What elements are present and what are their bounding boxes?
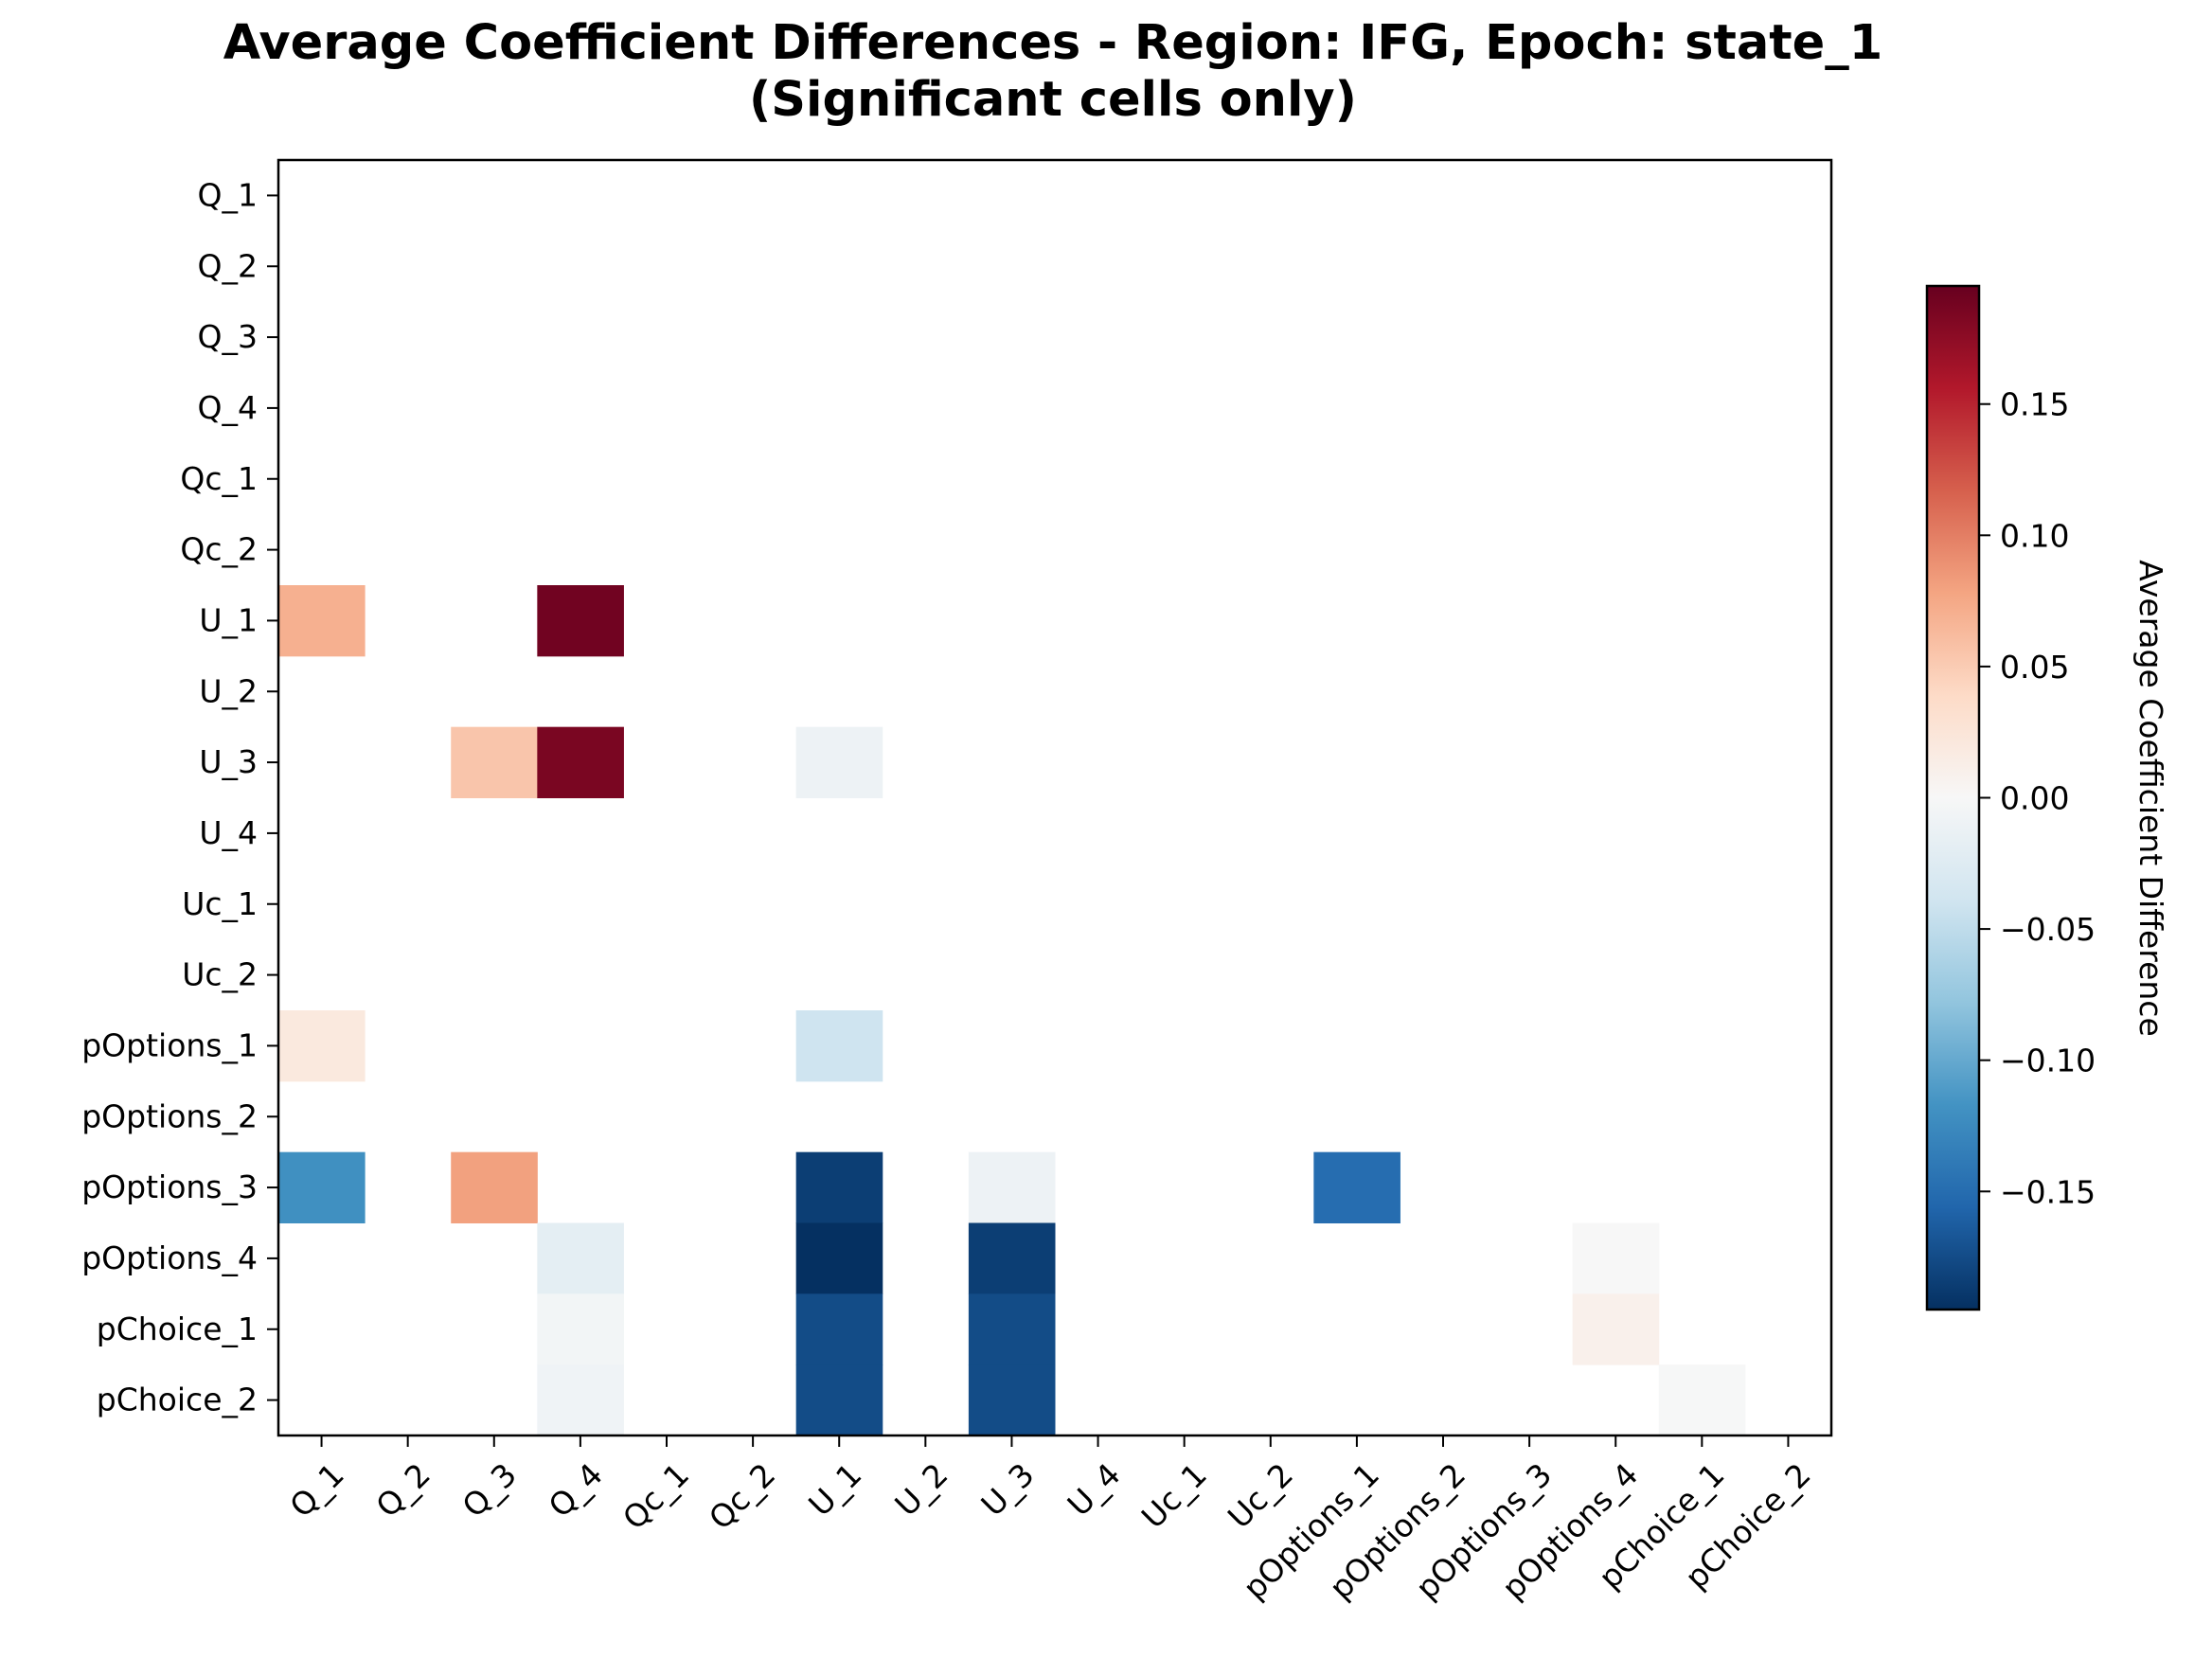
y-tick-label: pChoice_2	[97, 1382, 258, 1418]
plot-frame	[276, 158, 1833, 1437]
y-tick-label: U_2	[199, 672, 258, 709]
y-tick-label: Q_3	[198, 318, 258, 355]
x-tick-label: Qc_1	[615, 1456, 696, 1537]
colorbar-ticks: 0.15 0.10 0.05 0.00 −0.05 −0.10 −0.15	[1979, 386, 2096, 1210]
x-tick-label: Q_1	[282, 1456, 350, 1524]
heatmap-cell-U_3-Q_3	[451, 726, 538, 798]
colorbar-tick-label: 0.00	[2000, 780, 2069, 817]
y-tick-label: pOptions_2	[81, 1097, 258, 1134]
y-axis-ticks: Q_1 Q_2 Q_3 Q_4 Qc_1 Qc_2 U_1 U_2 U_3 U_4 Uc_1 Uc_2…	[81, 176, 278, 1418]
x-tick-label: U_4	[1061, 1456, 1128, 1524]
colorbar-tick-label: 0.15	[2000, 386, 2069, 423]
heatmap-cell-U_3-Q_4	[537, 726, 624, 798]
heatmap-cell-pChoice_2-Q_4	[537, 1364, 624, 1436]
x-axis-ticks: Q_1 Q_2 Q_3 Q_4 Qc_1 Qc_2 U_1 U_2 U_3 U_4 Uc_1 Uc_2…	[282, 1435, 1818, 1607]
x-tick-label: Q_4	[542, 1456, 610, 1524]
heatmap-cell-pOptions_3-Q_3	[451, 1151, 538, 1223]
heatmap-cell-pChoice_2-U_3	[968, 1364, 1056, 1436]
x-tick-label: U_3	[973, 1456, 1041, 1524]
heatmap-cell-pChoice_1-U_1	[795, 1293, 883, 1365]
y-tick-label: Q_2	[198, 247, 258, 284]
chart-title: Average Coefficient Differences - Region…	[223, 15, 1883, 71]
y-tick-label: pChoice_1	[97, 1310, 258, 1347]
colorbar-tick-label: 0.05	[2000, 649, 2069, 686]
y-tick-label: Qc_1	[180, 460, 258, 497]
colorbar	[1925, 284, 1981, 1311]
x-tick-label: U_1	[801, 1456, 868, 1524]
colorbar-tick-label: −0.15	[2000, 1173, 2096, 1210]
heatmap-cell-pOptions_4-U_3	[968, 1222, 1056, 1294]
x-tick-label: Qc_2	[702, 1456, 782, 1537]
y-tick-label: Qc_2	[180, 531, 258, 568]
heatmap-cell-pOptions_3-Q_1	[278, 1151, 366, 1223]
heatmap-cell-pOptions_4-Q_4	[537, 1222, 624, 1294]
y-tick-label: pOptions_1	[81, 1026, 258, 1063]
heatmap-cell-pChoice_1-Q_4	[537, 1293, 624, 1365]
x-tick-label: Uc_2	[1221, 1456, 1300, 1536]
y-tick-label: pOptions_3	[81, 1168, 258, 1205]
heatmap-cells	[278, 585, 1746, 1436]
colorbar-tick-label: −0.10	[2000, 1043, 2096, 1079]
heatmap-cell-pOptions_3-U_1	[795, 1151, 883, 1223]
heatmap-cell-U_3-U_1	[795, 726, 883, 798]
heatmap-cell-pOptions_4-U_1	[795, 1222, 883, 1294]
y-tick-label: U_3	[199, 743, 258, 780]
y-tick-label: U_1	[199, 601, 258, 638]
heatmap-cell-U_1-Q_1	[278, 585, 366, 657]
chart-subtitle: (Significant cells only)	[749, 72, 1357, 128]
heatmap-cell-pChoice_1-U_3	[968, 1293, 1056, 1365]
y-tick-label: Q_4	[198, 389, 258, 426]
heatmap-cell-pChoice_2-pChoice_1	[1658, 1364, 1746, 1436]
heatmap-cell-pOptions_3-U_3	[968, 1151, 1056, 1223]
y-tick-label: Uc_1	[182, 885, 258, 922]
y-tick-label: U_4	[199, 814, 258, 851]
y-tick-label: Q_1	[198, 176, 258, 213]
x-tick-label: U_2	[887, 1456, 954, 1524]
heatmap-cell-pOptions_1-Q_1	[278, 1010, 366, 1082]
x-tick-label: Q_2	[368, 1456, 437, 1524]
colorbar-tick-label: −0.05	[2000, 911, 2096, 948]
heatmap-cell-pOptions_1-U_1	[795, 1010, 883, 1082]
x-tick-label: Q_3	[455, 1456, 524, 1524]
colorbar-label: Average Coefficient Difference	[2132, 560, 2169, 1037]
heatmap-cell-pChoice_2-U_1	[795, 1364, 883, 1436]
colorbar-tick-label: 0.10	[2000, 517, 2069, 554]
heatmap-cell-pChoice_1-pOptions_4	[1572, 1293, 1660, 1365]
y-tick-label: Uc_2	[182, 956, 258, 993]
x-tick-label: Uc_1	[1134, 1456, 1214, 1536]
heatmap-cell-U_1-Q_4	[537, 585, 624, 657]
y-tick-label: pOptions_4	[81, 1239, 258, 1276]
heatmap-cell-pOptions_3-pOptions_1	[1313, 1151, 1400, 1223]
heatmap-cell-pOptions_4-pOptions_4	[1572, 1222, 1660, 1294]
